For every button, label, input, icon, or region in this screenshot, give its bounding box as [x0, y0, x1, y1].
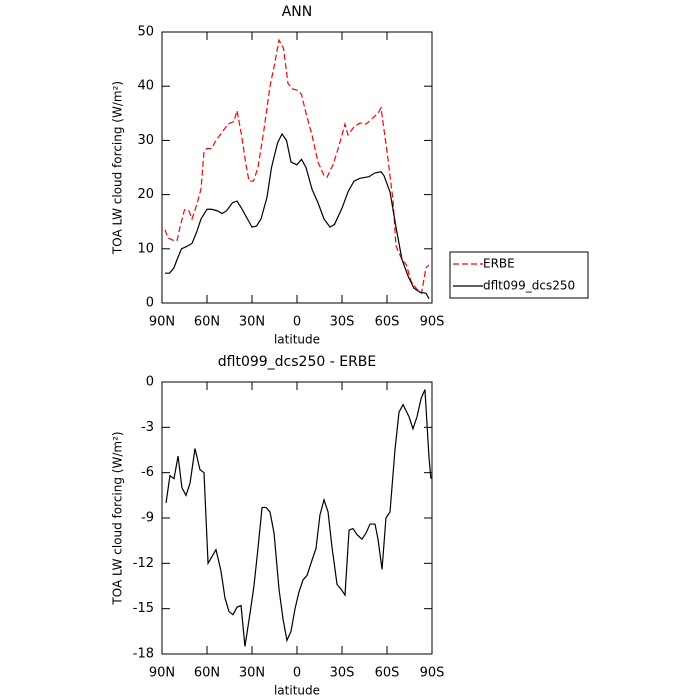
y-tick-label: 20: [137, 187, 154, 202]
y-axis-label: TOA LW cloud forcing (W/m²): [111, 431, 125, 605]
data-line: [164, 38, 430, 295]
x-tick-label: 30S: [330, 315, 355, 330]
x-tick-label: 60S: [375, 315, 400, 330]
y-tick-label: -15: [133, 601, 154, 616]
y-tick-label: -9: [141, 511, 154, 526]
y-tick-label: 50: [137, 25, 154, 40]
y-tick-label: 0: [146, 296, 154, 311]
legend-label: ERBE: [483, 257, 515, 271]
x-axis-label: latitude: [274, 333, 320, 347]
legend-label: dflt099_dcs250: [483, 279, 575, 293]
y-tick-label: -12: [133, 556, 154, 571]
x-tick-label: 60S: [375, 666, 400, 681]
y-tick-label: -6: [141, 465, 154, 480]
x-tick-label: 60N: [194, 315, 220, 330]
data-line: [165, 132, 430, 299]
y-axis-label: TOA LW cloud forcing (W/m²): [111, 81, 125, 255]
x-tick-label: 90S: [420, 315, 445, 330]
plot-frame: [161, 31, 433, 304]
y-tick-label: -18: [133, 647, 154, 662]
legend-box: [449, 251, 589, 299]
x-tick-label: 90N: [149, 315, 175, 330]
y-tick-label: -3: [141, 420, 154, 435]
x-tick-label: 30S: [330, 666, 355, 681]
y-tick-label: 30: [137, 133, 154, 148]
x-tick-label: 30N: [239, 666, 265, 681]
y-tick-label: 0: [146, 375, 154, 390]
data-line: [165, 389, 432, 647]
y-tick-label: 40: [137, 79, 154, 94]
x-tick-label: 0: [293, 666, 301, 681]
y-tick-label: 10: [137, 241, 154, 256]
plot-frame: [161, 381, 433, 655]
x-tick-label: 0: [293, 315, 301, 330]
chart-title: dflt099_dcs250 - ERBE: [218, 354, 377, 370]
chart-title: ANN: [282, 4, 313, 20]
x-tick-label: 30N: [239, 315, 265, 330]
x-tick-label: 60N: [194, 666, 220, 681]
x-tick-label: 90S: [420, 666, 445, 681]
x-axis-label: latitude: [274, 684, 320, 698]
x-tick-label: 90N: [149, 666, 175, 681]
